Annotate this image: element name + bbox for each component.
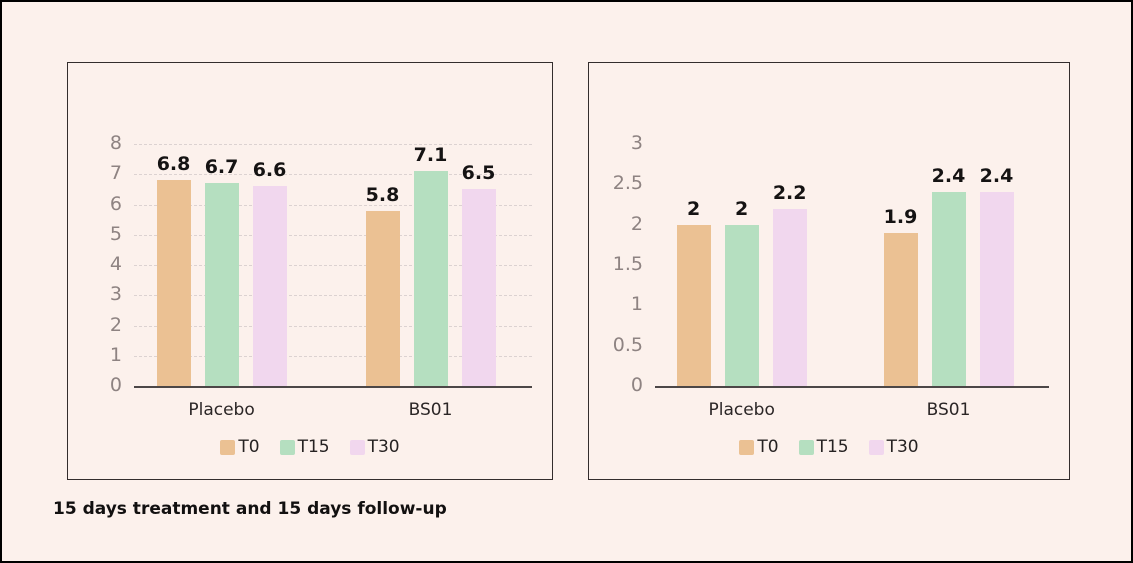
bar-group-placebo: 2 2 2.2 (676, 144, 807, 386)
legend-item-t30: T30 (349, 437, 400, 457)
y-tick-label: 1 (630, 293, 643, 316)
bar-group-bs01: 5.8 7.1 6.5 (365, 144, 496, 386)
figure-caption: 15 days treatment and 15 days follow-up (53, 499, 447, 519)
bar-t0-placebo: 6.8 (156, 155, 191, 386)
gridline (134, 325, 532, 327)
gridline (134, 204, 532, 206)
y-tick-label: 0 (109, 374, 122, 397)
bar-value-label: 2 (735, 197, 749, 220)
bar-t15-bs01: 7.1 (413, 146, 448, 386)
legend-item-t15: T15 (798, 437, 849, 457)
chart-panel-left: 0 1 2 3 4 5 6 7 8 6.8 6.7 6.6 Placebo 5.8 7.1 6.5 BS01 T0… (67, 62, 553, 480)
bar-value-label: 1.9 (883, 205, 918, 228)
gridline (134, 265, 532, 266)
legend-item-t0: T0 (220, 437, 260, 457)
bar-group-placebo: 6.8 6.7 6.6 (156, 144, 287, 386)
bar-value-label: 6.7 (204, 156, 239, 179)
y-tick-label: 8 (109, 132, 122, 155)
category-label-bs01: BS01 (408, 400, 453, 420)
x-axis-line (655, 386, 1049, 388)
legend: T0 T15 T30 (68, 437, 552, 457)
legend-label: T15 (297, 437, 330, 457)
legend: T0 T15 T30 (589, 437, 1069, 457)
y-tick-label: 1.5 (612, 253, 643, 276)
category-label-placebo: Placebo (708, 400, 775, 420)
bar-value-label: 2.2 (772, 181, 807, 204)
legend-swatch-t0 (739, 439, 755, 455)
gridline (134, 144, 532, 145)
bar-t0-placebo: 2 (676, 199, 711, 386)
y-tick-label: 0 (630, 374, 643, 397)
bar-t15-placebo: 2 (724, 199, 759, 386)
y-tick-label: 2 (109, 313, 122, 336)
bar-t0-bs01: 1.9 (883, 207, 918, 386)
bar-value-label: 2 (687, 197, 701, 220)
category-label-bs01: BS01 (926, 400, 971, 420)
legend-label: T30 (367, 437, 400, 457)
gridline (134, 295, 532, 297)
legend-label: T15 (816, 437, 849, 457)
y-tick-label: 5 (109, 222, 122, 245)
y-tick-label: 4 (109, 253, 122, 276)
x-axis-line (134, 386, 532, 388)
bar-value-label: 6.8 (156, 153, 191, 176)
bar-t15-placebo: 6.7 (204, 158, 239, 386)
bar-value-label: 2.4 (979, 165, 1014, 188)
bar-value-label: 5.8 (365, 183, 400, 206)
legend-item-t0: T0 (739, 437, 779, 457)
bar-value-label: 6.6 (252, 159, 287, 182)
legend-swatch-t15 (279, 439, 295, 455)
y-tick-label: 1 (109, 343, 122, 366)
bar-t0-bs01: 5.8 (365, 185, 400, 386)
legend-item-t15: T15 (279, 437, 330, 457)
y-tick-label: 7 (109, 162, 122, 185)
gridline (134, 355, 532, 357)
bar-t15-bs01: 2.4 (931, 167, 966, 386)
legend-label: T30 (886, 437, 919, 457)
y-tick-label: 3 (109, 283, 122, 306)
y-tick-label: 2.5 (612, 172, 643, 195)
category-label-placebo: Placebo (188, 400, 255, 420)
bar-value-label: 7.1 (413, 144, 448, 167)
legend-swatch-t15 (798, 439, 814, 455)
y-tick-label: 6 (109, 192, 122, 215)
bar-t30-bs01: 6.5 (461, 164, 496, 386)
chart-panel-right: 0 0.5 1 1.5 2 2.5 3 2 2 2.2 Placebo 1.9 2.4 2.4 BS01 T0… (588, 62, 1070, 480)
bar-t30-placebo: 6.6 (252, 161, 287, 386)
legend-swatch-t0 (220, 439, 236, 455)
bar-t30-bs01: 2.4 (979, 167, 1014, 386)
legend-swatch-t30 (349, 439, 365, 455)
y-tick-label: 2 (630, 212, 643, 235)
legend-label: T0 (238, 437, 260, 457)
bar-group-bs01: 1.9 2.4 2.4 (883, 144, 1014, 386)
y-tick-label: 3 (630, 132, 643, 155)
bar-t30-placebo: 2.2 (772, 183, 807, 386)
gridline (134, 234, 532, 236)
bar-value-label: 2.4 (931, 165, 966, 188)
legend-label: T0 (757, 437, 779, 457)
gridline (134, 174, 532, 176)
legend-item-t30: T30 (868, 437, 919, 457)
bar-value-label: 6.5 (461, 162, 496, 185)
y-tick-label: 0.5 (612, 333, 643, 356)
legend-swatch-t30 (868, 439, 884, 455)
